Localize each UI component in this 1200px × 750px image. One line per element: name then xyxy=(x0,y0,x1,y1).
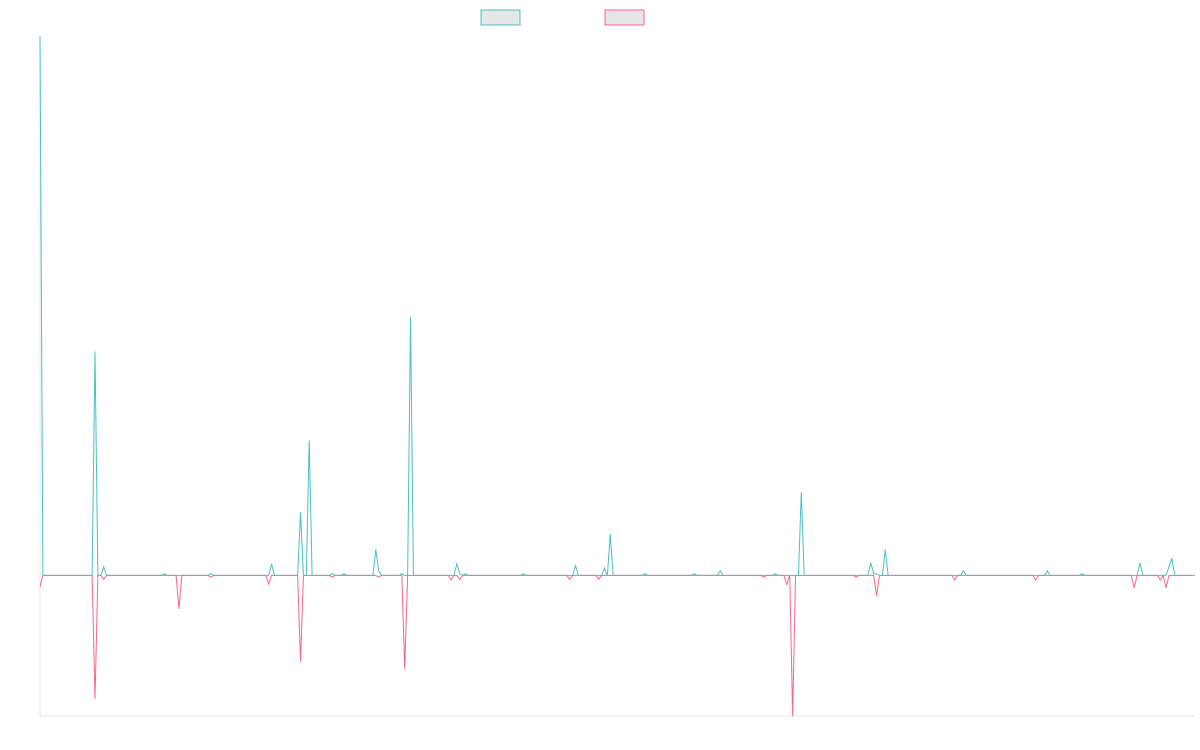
legend-swatch-0 xyxy=(480,9,521,26)
series-line-1 xyxy=(39,574,1193,717)
axes xyxy=(39,36,1195,717)
legend-swatch-1 xyxy=(604,9,645,26)
series-line-0 xyxy=(39,35,1195,576)
series-layer xyxy=(39,35,1195,717)
legend xyxy=(480,9,645,26)
